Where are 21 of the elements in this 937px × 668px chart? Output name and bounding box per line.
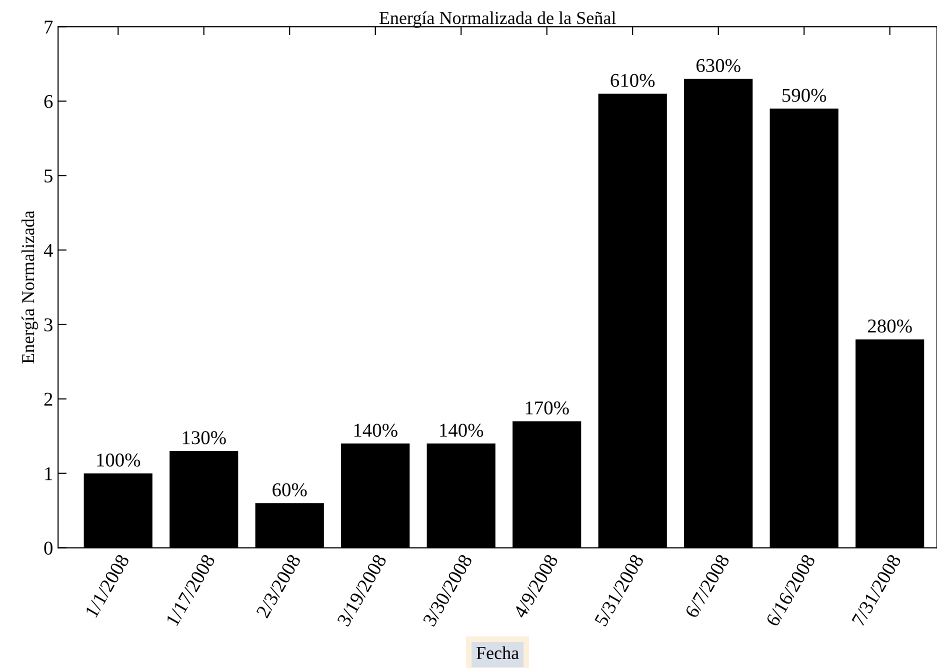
data-label: 140% — [354, 424, 398, 437]
y-tick-label: 2 — [44, 392, 52, 406]
data-label: 130% — [182, 431, 226, 444]
y-tick-label: 3 — [44, 318, 52, 332]
y-tick-label: 7 — [44, 20, 53, 34]
y-tick-label: 1 — [45, 467, 52, 480]
data-label: 170% — [526, 401, 569, 415]
chart-title: Energía Normalizada de la Señal — [379, 11, 616, 28]
data-label: 610% — [610, 74, 655, 88]
data-label: 280% — [868, 319, 912, 333]
y-axis-title: Energía Normalizada — [22, 210, 38, 364]
data-label: 140% — [440, 424, 484, 437]
y-tick-label: 6 — [44, 95, 53, 108]
data-label: 590% — [782, 88, 826, 102]
data-label: 630% — [696, 58, 740, 72]
data-label: 60% — [272, 483, 307, 496]
x-axis-title: Fecha — [476, 646, 519, 660]
y-tick-label: 4 — [44, 244, 53, 257]
y-tick-label: 5 — [44, 170, 52, 183]
data-label: 100% — [97, 453, 140, 467]
y-tick-label: 0 — [44, 542, 52, 555]
